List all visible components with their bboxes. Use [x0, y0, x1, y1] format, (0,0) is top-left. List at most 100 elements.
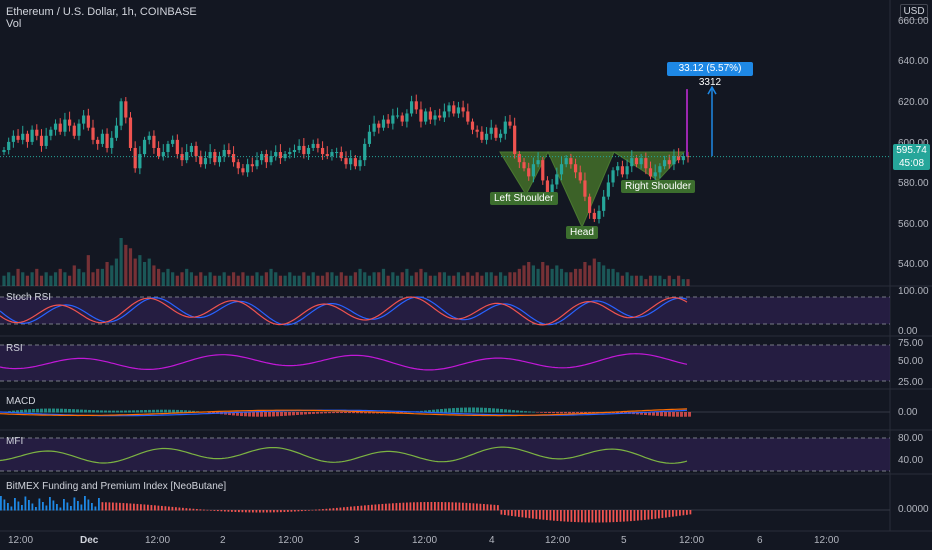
volume-bar [16, 268, 20, 286]
macd-histogram-bar [96, 410, 99, 413]
funding-bar [105, 502, 107, 511]
funding-bar [42, 502, 44, 511]
funding-bar [126, 503, 128, 511]
funding-bar [266, 510, 268, 513]
candle-body [35, 129, 39, 136]
volume-bar [185, 268, 189, 286]
funding-bar [147, 504, 149, 511]
funding-bar [213, 510, 216, 511]
candle-body [77, 123, 81, 136]
funding-bar [119, 502, 121, 511]
candle-body [634, 158, 639, 165]
macd-histogram-bar [68, 409, 71, 413]
funding-bar [206, 509, 209, 511]
volume-bar [255, 272, 259, 286]
candle-body [147, 135, 151, 140]
funding-bar [10, 506, 13, 511]
volume-bar [39, 275, 44, 286]
volume-bar [648, 275, 653, 286]
macd-histogram-bar [468, 407, 471, 413]
volume-bar [110, 265, 114, 286]
funding-bar [220, 510, 223, 512]
funding-bar [182, 507, 184, 511]
macd-histogram-bar [680, 412, 683, 417]
candle-body [499, 133, 503, 138]
funding-bar [91, 503, 93, 511]
funding-bar [210, 510, 212, 511]
macd-histogram-bar [164, 409, 167, 413]
candle-body [667, 160, 671, 165]
candle-body [157, 147, 161, 157]
macd-label[interactable]: MACD [6, 396, 36, 407]
funding-bar [661, 510, 664, 518]
macd-histogram-bar [152, 409, 155, 413]
funding-bar [112, 502, 114, 511]
macd-histogram-bar [148, 409, 151, 413]
macd-histogram-bar [644, 412, 647, 415]
funding-bar [73, 497, 76, 511]
candle-body [39, 135, 44, 146]
volume-bar [414, 272, 418, 286]
candle-body [208, 152, 212, 159]
macd-histogram-bar [336, 412, 339, 414]
macd-histogram-bar [556, 412, 559, 414]
macd-histogram-bar [304, 412, 307, 415]
rsi-line [0, 353, 688, 371]
macd-histogram-bar [552, 412, 555, 414]
time-tick: 12:00 [679, 535, 705, 546]
macd-histogram-bar [104, 410, 107, 413]
macd-histogram-bar [40, 408, 43, 413]
funding-index-label[interactable]: BitMEX Funding and Premium Index [NeoBut… [6, 481, 227, 492]
volume-bar [442, 272, 446, 286]
macd-histogram-bar [352, 412, 355, 414]
volume-bar [391, 272, 395, 286]
volume-bar [199, 272, 203, 286]
mfi-label[interactable]: MFI [6, 436, 24, 447]
funding-bar [346, 506, 349, 511]
macd-histogram-bar [616, 412, 619, 414]
volume-bar [620, 275, 625, 286]
candle-body [391, 115, 395, 124]
macd-histogram-bar [572, 412, 575, 414]
macd-histogram-bar [404, 412, 407, 413]
candle-body [2, 150, 6, 153]
candle-body [405, 113, 409, 122]
price-target-label: 33.12 (5.57%) 3312 [667, 62, 753, 88]
volume-bar [475, 272, 479, 286]
macd-histogram-bar [32, 408, 35, 413]
candle-body [400, 115, 404, 122]
stoch-rsi-label[interactable]: Stoch RSI [6, 292, 52, 303]
macd-histogram-bar [676, 412, 679, 417]
candle-body [180, 154, 184, 161]
volume-bar [105, 262, 109, 286]
candle-body [597, 210, 601, 219]
funding-bar [80, 504, 83, 511]
candle-body [377, 123, 381, 128]
indicator-band [0, 345, 890, 381]
currency-button[interactable]: USD [900, 4, 928, 20]
candle-body [53, 123, 58, 130]
candle-body [424, 111, 428, 122]
funding-bar [87, 499, 90, 511]
rsi-label[interactable]: RSI [6, 343, 23, 354]
candle-body [175, 139, 179, 155]
volume-bar [405, 268, 409, 286]
candle-body [278, 152, 283, 159]
candle-body [335, 152, 339, 154]
funding-bar [409, 502, 412, 511]
volume-bar [82, 272, 86, 286]
head-label: Head [566, 226, 598, 239]
time-tick: 12:00 [145, 535, 171, 546]
candle-body [658, 166, 662, 173]
funding-bar [490, 504, 492, 511]
macd-histogram-bar [156, 409, 159, 413]
macd-histogram-bar [584, 412, 587, 414]
volume-bar [67, 275, 72, 286]
funding-bar [654, 510, 657, 519]
funding-bar [388, 503, 391, 511]
macd-histogram-bar [440, 408, 443, 413]
funding-bar [203, 509, 205, 511]
macd-histogram-bar [20, 409, 23, 413]
funding-bar [84, 496, 86, 511]
